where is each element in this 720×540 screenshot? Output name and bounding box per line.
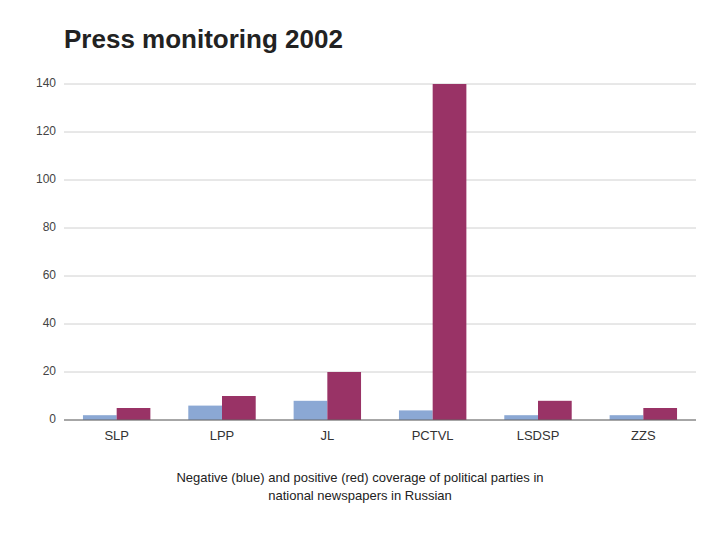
y-tick-label: 60	[43, 268, 57, 282]
bar	[294, 401, 328, 420]
y-tick-label: 20	[43, 364, 57, 378]
y-tick-label: 40	[43, 316, 57, 330]
title: Press monitoring 2002	[64, 24, 343, 54]
bar	[610, 415, 644, 420]
grid-line	[64, 84, 696, 85]
x-tick-label: ZZS	[631, 428, 656, 443]
bar	[538, 401, 572, 420]
bar	[188, 406, 222, 420]
chart-svg: Press monitoring 2002 0 20 40 60 80 100 120 140 S…	[0, 0, 720, 540]
grid-line	[64, 420, 696, 421]
grid-line	[64, 324, 696, 325]
grid-line	[64, 228, 696, 229]
grid-line	[64, 372, 696, 373]
bars	[83, 84, 677, 420]
y-tick-label: 80	[43, 220, 57, 234]
x-tick-label: JL	[320, 428, 334, 443]
bar	[327, 372, 361, 420]
x-tick-label: PCTVL	[412, 428, 454, 443]
y-tick-label: 120	[36, 124, 56, 138]
x-tick-label: LSDSP	[517, 428, 560, 443]
subtitle: Negative (blue) and positive (red) cover…	[176, 470, 543, 503]
bar	[83, 415, 117, 420]
grid-line	[64, 180, 696, 181]
chart-container: Press monitoring 2002 0 20 40 60 80 100 120 140 S…	[0, 0, 720, 540]
bar	[117, 408, 151, 420]
grid	[64, 84, 696, 420]
x-axis-line	[64, 420, 696, 421]
bar	[222, 396, 256, 420]
bar	[433, 84, 467, 420]
y-tick-label: 0	[49, 412, 56, 426]
grid-line	[64, 132, 696, 133]
y-tick-label: 100	[36, 172, 56, 186]
y-tick-label: 140	[36, 76, 56, 90]
bar	[504, 415, 538, 420]
bar	[643, 408, 677, 420]
x-tick-label: LPP	[210, 428, 235, 443]
grid-line	[64, 276, 696, 277]
x-tick-label: SLP	[104, 428, 129, 443]
bar	[399, 410, 433, 420]
